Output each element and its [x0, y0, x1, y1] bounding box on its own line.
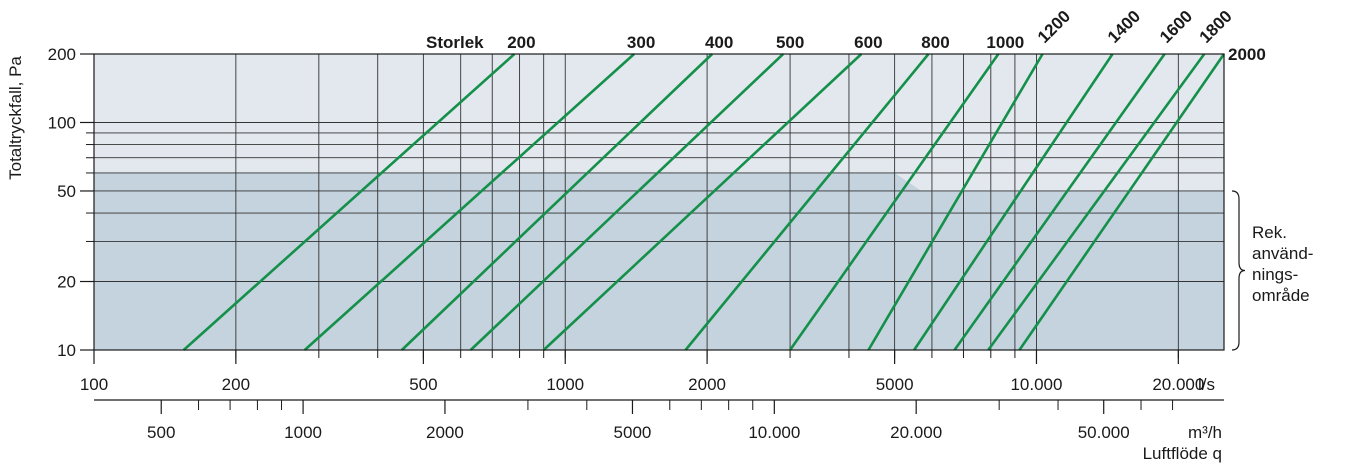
size-label-1000: 1000 — [986, 33, 1024, 52]
plot-frame — [93, 53, 1225, 351]
series-line-400 — [400, 53, 714, 351]
series-line-800 — [684, 53, 930, 351]
x-tick-label: 1000 — [546, 375, 584, 394]
series-line-1400 — [913, 53, 1114, 351]
size-label-1200: 1200 — [1034, 7, 1074, 47]
m3h-tick-label: 5000 — [614, 423, 652, 442]
grid — [94, 54, 1224, 350]
m3h-tick-label: 2000 — [426, 423, 464, 442]
series-line-1600 — [953, 53, 1166, 351]
series-line-1000 — [789, 53, 1000, 351]
recommended-range-bracket — [1231, 190, 1246, 351]
m3h-tick-label: 1000 — [284, 423, 322, 442]
series-line-2000 — [1018, 53, 1226, 351]
size-label-200: 200 — [507, 33, 535, 52]
series-line-600 — [542, 53, 863, 351]
recommended-range-label: nings- — [1252, 265, 1298, 284]
x-tick-label: 20.000 — [1152, 375, 1204, 394]
size-label-400: 400 — [705, 33, 733, 52]
size-label-800: 800 — [921, 33, 949, 52]
x-tick-label: 500 — [409, 375, 437, 394]
size-label-1800: 1800 — [1196, 7, 1236, 47]
series-line-1800 — [987, 53, 1206, 351]
series-line-1200 — [867, 53, 1044, 351]
recommended-range-label: område — [1252, 286, 1310, 305]
x-tick-label: 10.000 — [1010, 375, 1062, 394]
y-tick-label: 10 — [57, 341, 76, 360]
x-tick-label: 100 — [80, 375, 108, 394]
x-tick-label: 2000 — [688, 375, 726, 394]
size-label-1600: 1600 — [1156, 7, 1196, 47]
series-line-500 — [469, 53, 785, 351]
m3h-tick-label: 500 — [147, 423, 175, 442]
y-tick-label: 200 — [48, 45, 76, 64]
recommended-range-label: Rek. — [1252, 223, 1287, 242]
m3h-tick-label: 20.000 — [890, 423, 942, 442]
size-prefix-label: Storlek — [426, 33, 484, 52]
m3h-tick-label: 50.000 — [1078, 423, 1130, 442]
size-label-2000: 2000 — [1228, 45, 1266, 64]
x-unit-secondary: m³/h — [1188, 423, 1222, 442]
series-line-300 — [303, 53, 635, 351]
recommended-range-label: använd- — [1252, 244, 1313, 263]
m3h-tick-label: 10.000 — [748, 423, 800, 442]
size-label-500: 500 — [776, 33, 804, 52]
y-tick-label: 100 — [48, 113, 76, 132]
size-label-600: 600 — [854, 33, 882, 52]
recommended-range-region — [94, 172, 1224, 350]
series-line-200 — [182, 53, 516, 351]
y-axis-title: Totaltryckfall, Pa — [6, 56, 25, 180]
y-tick-label: 50 — [57, 182, 76, 201]
y-tick-label: 20 — [57, 273, 76, 292]
x-tick-label: 5000 — [876, 375, 914, 394]
x-axis-title: Luftflöde q — [1143, 444, 1222, 463]
axes — [80, 53, 1246, 414]
size-label-1400: 1400 — [1104, 7, 1144, 47]
series-lines — [182, 53, 1226, 351]
x-tick-label: 200 — [222, 375, 250, 394]
size-label-300: 300 — [627, 33, 655, 52]
x-unit-primary: l/s — [1198, 375, 1215, 394]
